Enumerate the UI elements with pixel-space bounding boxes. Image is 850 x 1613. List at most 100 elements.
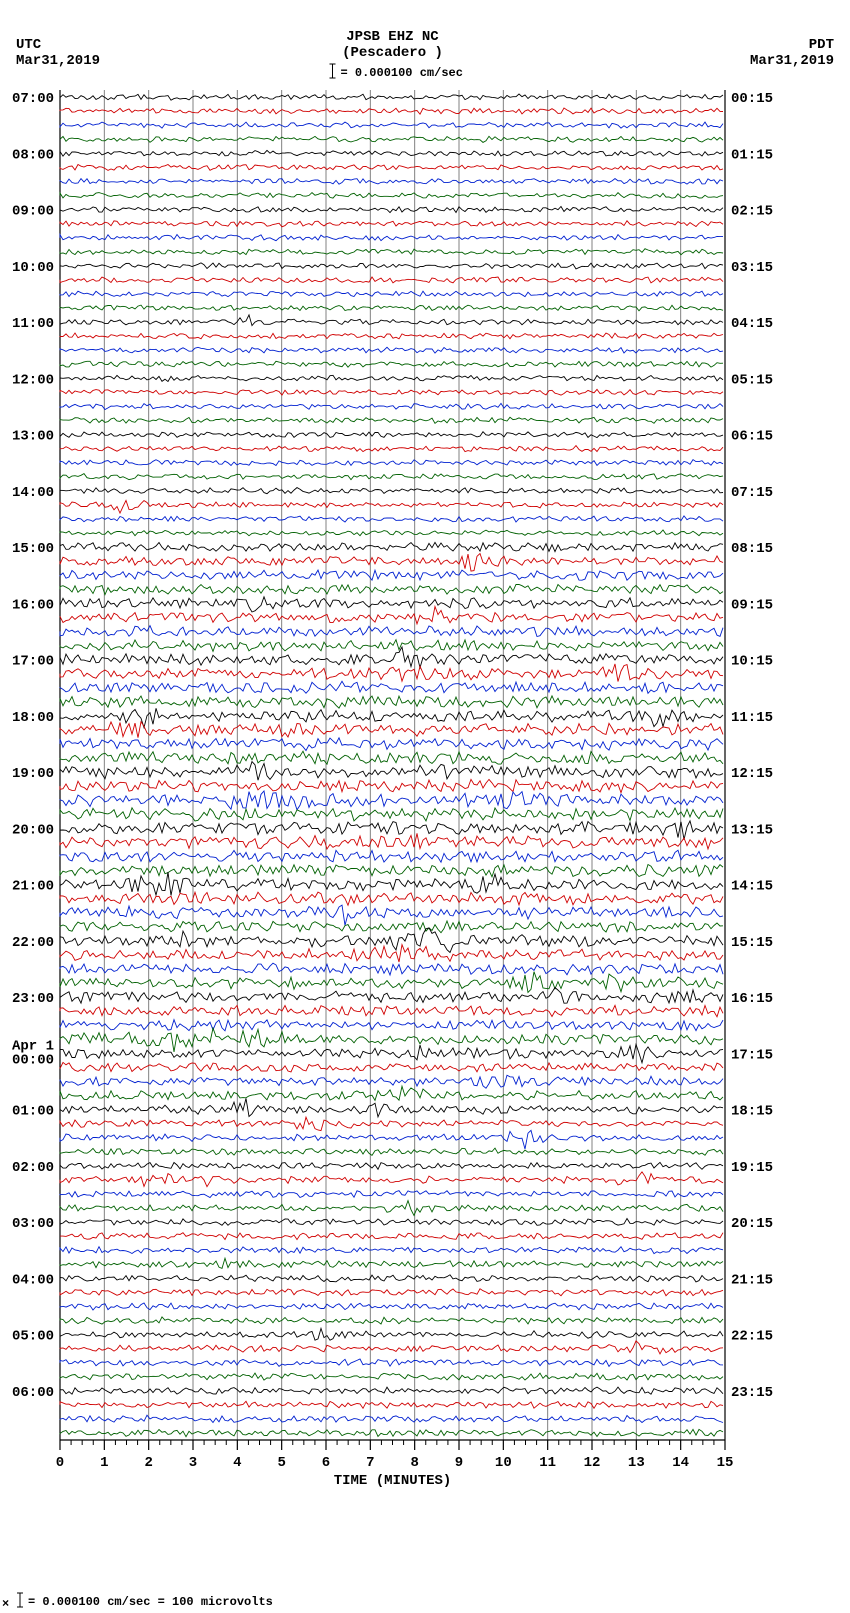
right-time-label: 21:15	[731, 1272, 773, 1288]
trace-line	[60, 921, 723, 933]
left-time-label: 08:00	[12, 147, 54, 163]
right-time-label: 07:15	[731, 485, 773, 501]
trace-line	[60, 905, 723, 925]
trace-line	[60, 597, 723, 612]
left-time-label: 17:00	[12, 654, 54, 670]
left-timezone: UTC	[16, 37, 42, 53]
left-time-label: 19:00	[12, 766, 54, 782]
trace-line	[60, 722, 723, 738]
trace-line	[60, 542, 723, 551]
trace-line	[60, 850, 723, 862]
right-time-label: 01:15	[731, 147, 773, 163]
trace-line	[60, 1247, 723, 1254]
trace-line	[60, 963, 723, 975]
trace-line	[60, 751, 723, 764]
trace-line	[60, 738, 723, 751]
left-time-label: 11:00	[12, 316, 54, 332]
trace-line	[60, 277, 723, 283]
trace-line	[60, 791, 723, 810]
right-time-label: 08:15	[731, 541, 773, 557]
left-time-label: 03:00	[12, 1216, 54, 1232]
right-time-label: 22:15	[731, 1329, 773, 1345]
station-name: (Pescadero )	[342, 45, 443, 61]
left-time-label: 07:00	[12, 91, 54, 107]
trace-line	[60, 1062, 723, 1072]
trace-line	[60, 249, 723, 255]
trace-line	[60, 403, 723, 409]
trace-line	[60, 165, 723, 171]
right-time-label: 05:15	[731, 372, 773, 388]
trace-line	[60, 865, 723, 877]
trace-line	[60, 179, 723, 185]
left-date: Mar31,2019	[16, 53, 100, 69]
right-time-label: 13:15	[731, 822, 773, 838]
trace-line	[60, 1020, 723, 1031]
trace-line	[60, 150, 723, 156]
trace-line	[60, 554, 723, 572]
trace-line	[60, 1086, 723, 1100]
trace-line	[60, 315, 723, 326]
trace-line	[60, 94, 723, 100]
x-tick-label: 3	[189, 1455, 197, 1471]
left-time-label: 06:00	[12, 1385, 54, 1401]
left-time-label: 21:00	[12, 879, 54, 895]
left-time-label: 01:00	[12, 1104, 54, 1120]
x-tick-label: 14	[672, 1455, 689, 1471]
trace-line	[60, 892, 723, 905]
x-tick-label: 9	[455, 1455, 463, 1471]
right-time-label: 17:15	[731, 1047, 773, 1063]
trace-line	[60, 347, 723, 353]
trace-line	[60, 291, 723, 296]
seismogram-container: JPSB EHZ NC(Pescadero )= 0.000100 cm/sec…	[0, 0, 850, 1613]
right-time-label: 14:15	[731, 879, 773, 895]
trace-line	[60, 664, 723, 682]
x-tick-label: 12	[584, 1455, 601, 1471]
trace-line	[60, 432, 723, 438]
right-time-label: 03:15	[731, 260, 773, 276]
x-tick-label: 8	[410, 1455, 418, 1471]
right-time-label: 11:15	[731, 710, 773, 726]
trace-line	[60, 1162, 723, 1169]
trace-line	[60, 928, 723, 953]
trace-line	[60, 833, 723, 849]
x-tick-label: 7	[366, 1455, 374, 1471]
trace-line	[60, 570, 723, 580]
right-time-label: 06:15	[731, 429, 773, 445]
trace-line	[60, 221, 723, 227]
x-tick-label: 10	[495, 1455, 512, 1471]
right-time-label: 09:15	[731, 597, 773, 613]
trace-line	[60, 1130, 723, 1149]
x-tick-label: 4	[233, 1455, 241, 1471]
x-tick-label: 15	[717, 1455, 734, 1471]
trace-line	[60, 516, 723, 522]
trace-line	[60, 1373, 723, 1380]
left-time-label: 09:00	[12, 204, 54, 220]
trace-line	[60, 1401, 723, 1408]
x-tick-label: 0	[56, 1455, 64, 1471]
trace-line	[60, 108, 723, 114]
right-time-label: 04:15	[731, 316, 773, 332]
left-time-label: 12:00	[12, 372, 54, 388]
trace-line	[60, 1328, 723, 1340]
trace-line	[60, 1303, 723, 1310]
trace-line	[60, 1219, 723, 1226]
trace-line	[60, 1201, 723, 1216]
trace-line	[60, 1317, 723, 1324]
left-time-label: 13:00	[12, 429, 54, 445]
trace-line	[60, 1098, 723, 1117]
left-time-label: 15:00	[12, 541, 54, 557]
trace-line	[60, 446, 723, 452]
trace-line	[60, 1415, 723, 1422]
trace-line	[60, 488, 723, 494]
x-tick-label: 13	[628, 1455, 645, 1471]
trace-line	[60, 762, 723, 781]
trace-line	[60, 1233, 723, 1240]
right-time-label: 12:15	[731, 766, 773, 782]
trace-line	[60, 696, 723, 708]
trace-line	[60, 972, 723, 993]
left-time-label: 02:00	[12, 1160, 54, 1176]
trace-line	[60, 1075, 723, 1088]
right-time-label: 19:15	[731, 1160, 773, 1176]
trace-line	[60, 1191, 723, 1198]
left-time-label: 10:00	[12, 260, 54, 276]
